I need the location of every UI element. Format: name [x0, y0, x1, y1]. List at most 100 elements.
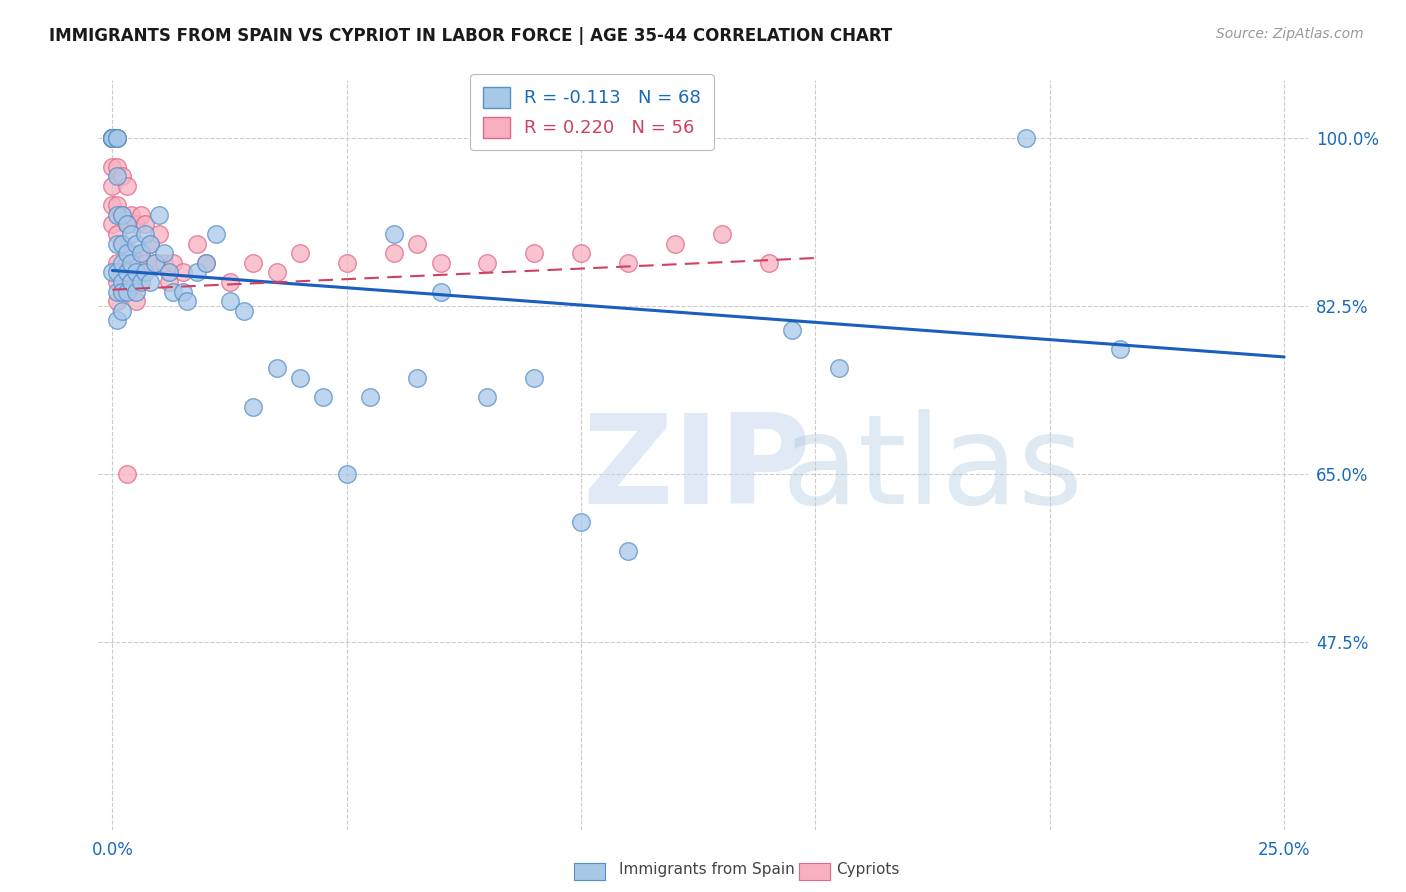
Point [162, 285, 184, 299]
Point [710, 227, 733, 241]
Point [134, 218, 156, 232]
Text: Immigrants from Spain: Immigrants from Spain [619, 863, 794, 877]
Point [148, 227, 170, 241]
Point [111, 265, 134, 279]
Point [204, 227, 226, 241]
Point [172, 285, 194, 299]
Point [120, 246, 142, 260]
Point [111, 256, 134, 270]
Text: Source: ZipAtlas.com: Source: ZipAtlas.com [1216, 27, 1364, 41]
Point [101, 131, 124, 145]
Point [101, 131, 124, 145]
Point [101, 218, 124, 232]
Text: ZIP: ZIP [582, 409, 811, 531]
Point [120, 275, 142, 289]
Point [115, 265, 138, 279]
Point [162, 256, 184, 270]
Point [523, 246, 546, 260]
Point [134, 227, 156, 241]
Point [232, 303, 254, 318]
Point [569, 246, 592, 260]
Point [382, 246, 405, 260]
Point [758, 256, 780, 270]
Point [429, 285, 451, 299]
Point [101, 131, 124, 145]
Point [129, 246, 152, 260]
Point [101, 131, 124, 145]
Point [157, 265, 180, 279]
Point [101, 198, 124, 212]
Point [115, 467, 138, 482]
Point [312, 390, 335, 404]
Point [617, 256, 640, 270]
Legend: R = -0.113   N = 68, R = 0.220   N = 56: R = -0.113 N = 68, R = 0.220 N = 56 [470, 74, 714, 151]
Point [101, 265, 124, 279]
Point [477, 390, 499, 404]
Point [139, 236, 162, 251]
Point [105, 313, 128, 327]
Point [120, 227, 142, 241]
Point [111, 275, 134, 289]
Point [828, 361, 851, 376]
Point [105, 160, 128, 174]
Point [125, 265, 148, 279]
Point [143, 256, 166, 270]
Point [186, 265, 208, 279]
Point [105, 275, 128, 289]
Point [105, 256, 128, 270]
Point [134, 265, 156, 279]
Text: Cypriots: Cypriots [837, 863, 900, 877]
Point [111, 236, 134, 251]
Text: IMMIGRANTS FROM SPAIN VS CYPRIOT IN LABOR FORCE | AGE 35-44 CORRELATION CHART: IMMIGRANTS FROM SPAIN VS CYPRIOT IN LABO… [49, 27, 893, 45]
Point [120, 256, 142, 270]
Point [1109, 343, 1132, 357]
Point [115, 218, 138, 232]
Point [105, 294, 128, 309]
Point [153, 246, 176, 260]
Point [336, 467, 359, 482]
Point [382, 227, 405, 241]
Point [143, 256, 166, 270]
Point [195, 256, 218, 270]
Point [115, 256, 138, 270]
Point [111, 285, 134, 299]
Text: atlas: atlas [782, 409, 1084, 531]
Point [105, 265, 128, 279]
Point [125, 294, 148, 309]
Point [111, 236, 134, 251]
Point [406, 236, 429, 251]
Point [115, 246, 138, 260]
Point [120, 208, 142, 222]
Point [101, 131, 124, 145]
Point [125, 256, 148, 270]
Point [105, 285, 128, 299]
Point [105, 131, 128, 145]
Point [105, 236, 128, 251]
Point [1015, 131, 1038, 145]
Point [186, 236, 208, 251]
Point [172, 265, 194, 279]
Point [266, 361, 288, 376]
Point [523, 371, 546, 385]
Point [125, 218, 148, 232]
Point [101, 178, 124, 193]
Point [115, 285, 138, 299]
Point [115, 178, 138, 193]
Point [157, 275, 180, 289]
Point [105, 169, 128, 184]
Point [101, 160, 124, 174]
Point [111, 169, 134, 184]
Point [129, 246, 152, 260]
Point [242, 400, 264, 414]
Point [129, 275, 152, 289]
Point [139, 236, 162, 251]
Point [125, 236, 148, 251]
Point [195, 256, 218, 270]
Point [139, 275, 162, 289]
Point [664, 236, 686, 251]
Point [101, 131, 124, 145]
Point [105, 208, 128, 222]
Point [101, 131, 124, 145]
Point [111, 208, 134, 222]
Point [105, 227, 128, 241]
